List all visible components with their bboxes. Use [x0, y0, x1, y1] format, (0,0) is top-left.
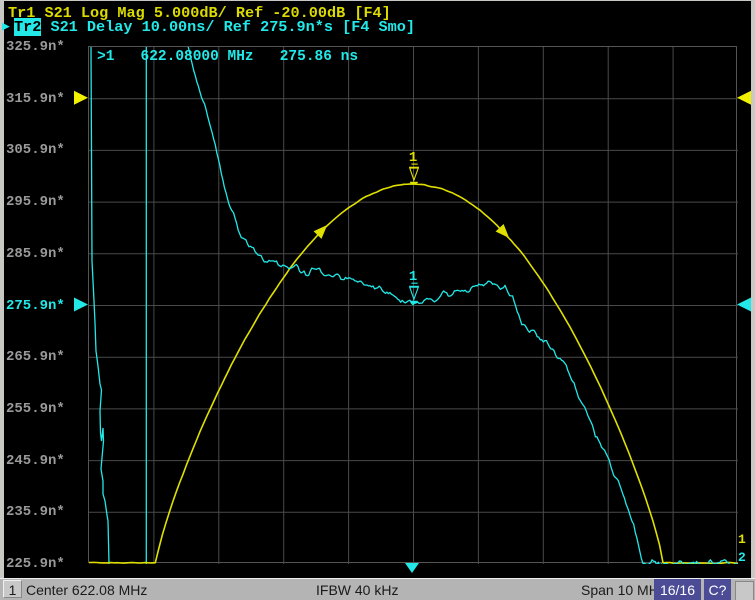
svg-text:1: 1	[409, 269, 417, 285]
svg-text:1: 1	[409, 150, 417, 166]
